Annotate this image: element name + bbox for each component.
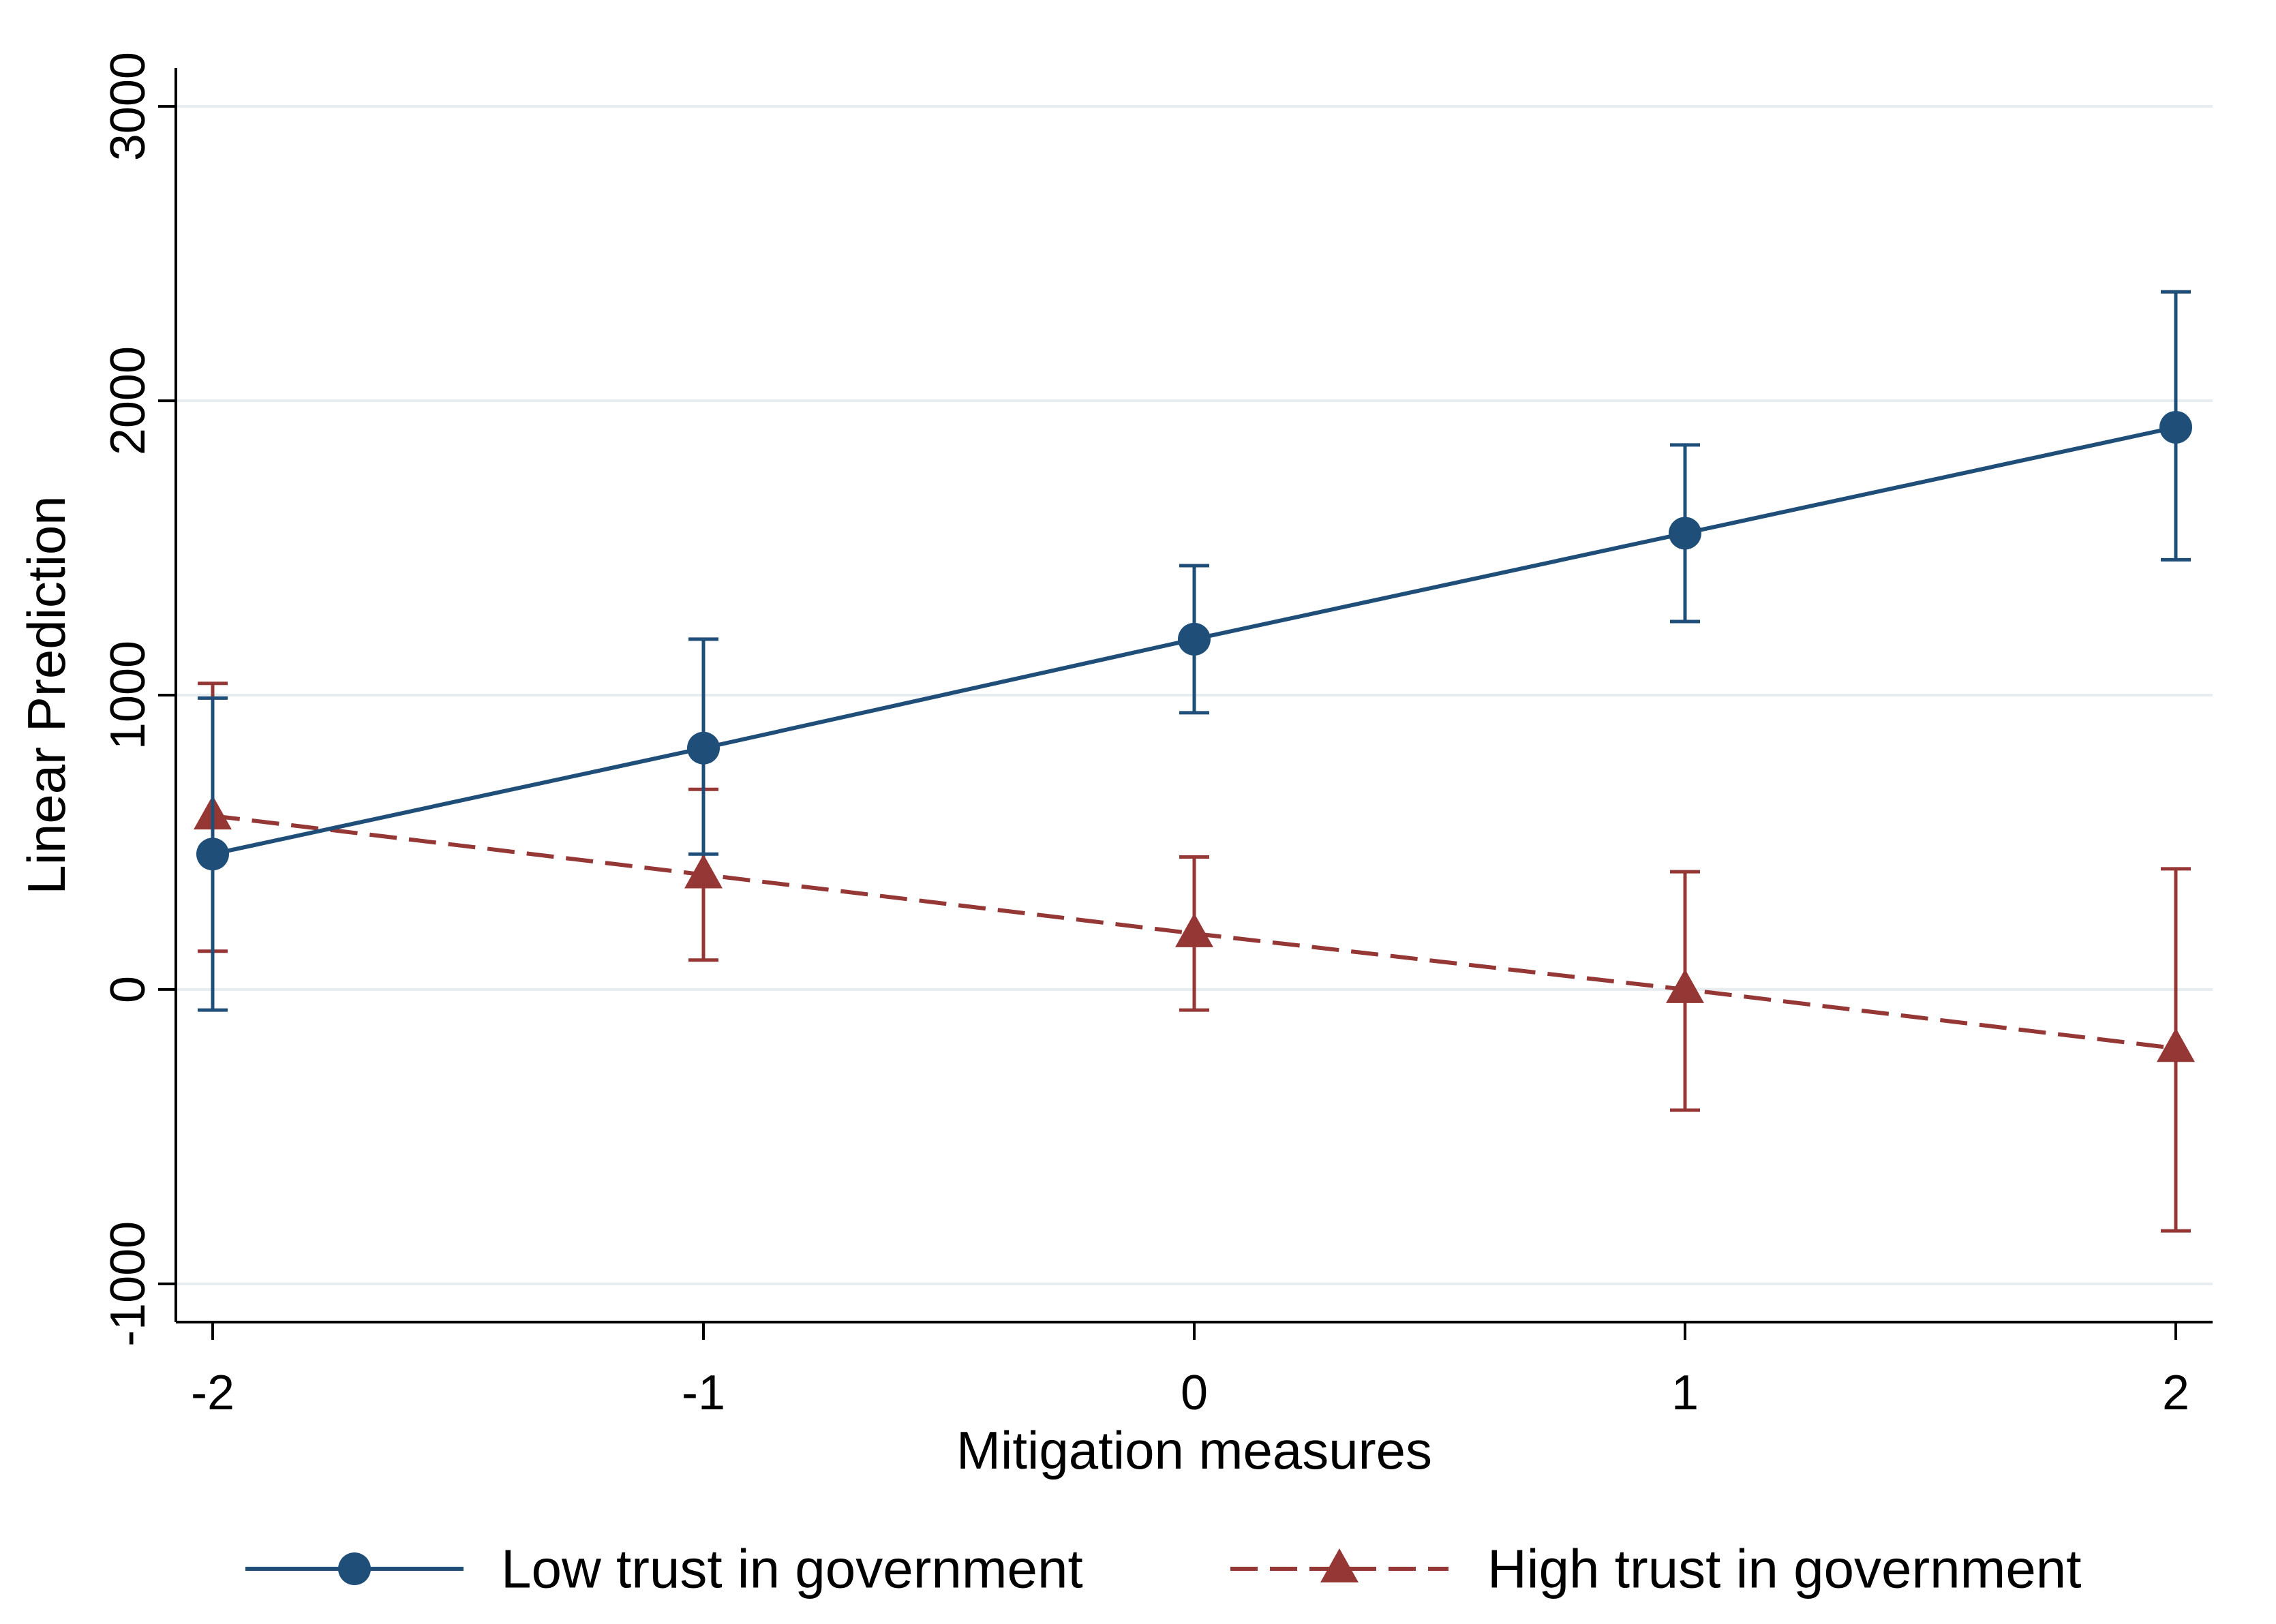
legend-label: Low trust in government (501, 1539, 1083, 1599)
x-tick-label: 0 (1181, 1366, 1208, 1420)
x-tick-label: 1 (1671, 1366, 1699, 1420)
legend-item: Low trust in government (245, 1539, 1083, 1599)
data-point (1175, 913, 1213, 947)
legend-marker (1320, 1548, 1359, 1582)
legend-label: High trust in government (1487, 1539, 2082, 1599)
data-point (1669, 517, 1701, 550)
data-point (1666, 968, 1704, 1003)
data-point (684, 854, 723, 889)
y-tick-label: 1000 (101, 641, 155, 750)
x-axis-title: Mitigation measures (956, 1420, 1432, 1480)
y-ticks: -1000 0 1000 2000 3000 (101, 52, 176, 1347)
data-point (687, 731, 720, 765)
series (194, 290, 2195, 1233)
x-tick-label: -2 (191, 1366, 234, 1420)
data-point (2159, 410, 2192, 444)
y-axis-title: Linear Prediction (16, 495, 76, 894)
data-point (1178, 622, 1211, 656)
data-point (2157, 1028, 2195, 1062)
legend-item: High trust in government (1230, 1539, 2082, 1599)
y-tick-label: 3000 (101, 52, 155, 161)
data-point (196, 838, 229, 871)
x-tick-label: -1 (682, 1366, 725, 1420)
series-low-trust-in-government (196, 290, 2192, 1012)
x-ticks: -2 -1 0 1 2 (191, 1322, 2189, 1420)
y-tick-label: 2000 (101, 346, 155, 455)
legend-marker (338, 1552, 371, 1585)
y-tick-label: 0 (101, 976, 155, 1003)
y-tick-label: -1000 (101, 1221, 155, 1347)
legend: Low trust in government High trust in gov… (245, 1539, 2082, 1599)
x-tick-label: 2 (2162, 1366, 2189, 1420)
